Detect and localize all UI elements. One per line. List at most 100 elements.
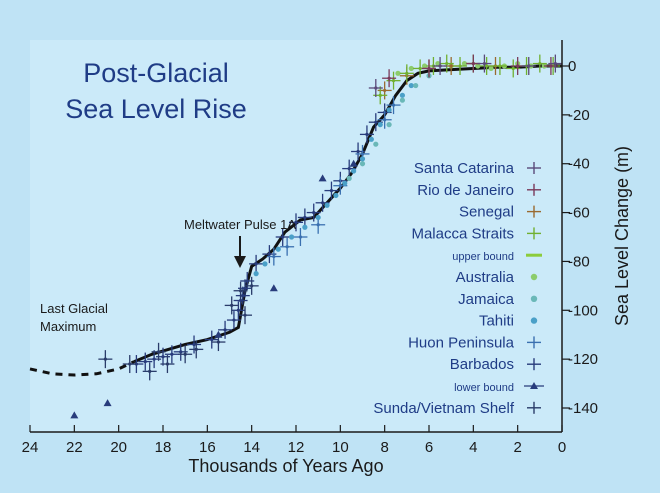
x-tick-label-22: 22 (66, 439, 83, 456)
point-tahiti-10 (359, 156, 366, 162)
point-tahiti-7 (333, 192, 339, 199)
point-barbados-15 (249, 254, 264, 273)
legend-label-rio-de-janeiro: Rio de Janeiro (417, 182, 514, 199)
point-malacca-straits-6 (453, 57, 468, 75)
legend-label-jamaica: Jamaica (458, 291, 515, 308)
legend-marker-santa-catarina (527, 162, 541, 174)
y-tick-label-0: 0 (568, 58, 576, 75)
x-tick-label-4: 4 (469, 439, 477, 456)
annotation-lgm-line-1: Last Glacial (40, 301, 108, 316)
point-malacca-straits-9 (492, 57, 507, 75)
point-barbados-19 (297, 208, 312, 227)
point-tahiti-12 (377, 122, 383, 128)
legend-marker-huon-peninsula (527, 336, 541, 349)
point-tahiti-1 (262, 261, 268, 267)
x-tick-label-0: 0 (558, 439, 566, 456)
point-jamaica-1 (359, 161, 366, 167)
point-tahiti-3 (288, 234, 295, 240)
x-tick-label-12: 12 (288, 439, 305, 456)
point-lower-bound-1 (103, 399, 112, 407)
plot-background (30, 40, 562, 432)
point-australia-0 (395, 70, 401, 76)
point-santa-catarina-1 (433, 57, 448, 75)
point-santa-catarina-0 (368, 78, 383, 97)
point-lower-bound-2 (269, 284, 278, 292)
point-sunda-vietnam-shelf-0 (98, 350, 113, 369)
x-tick-label-24: 24 (22, 439, 39, 456)
point-barbados-20 (306, 203, 321, 222)
point-lower-bound-0 (70, 411, 79, 419)
chart-title: Post-Glacial Sea Level Rise (65, 58, 247, 124)
legend-marker-sunda-vietnam-shelf (527, 401, 541, 414)
point-tahiti-13 (386, 107, 392, 113)
legend-label-tahiti: Tahiti (479, 313, 514, 330)
legend-marker-rio-de-janeiro (527, 183, 541, 196)
legend-label-santa-catarina: Santa Catarina (414, 160, 515, 177)
point-lower-bound-3 (214, 330, 223, 338)
point-santa-catarina-3 (521, 57, 536, 75)
legend-marker-barbados (527, 358, 541, 371)
point-santa-catarina-4 (548, 54, 563, 73)
point-barbados-4 (164, 345, 179, 364)
point-tahiti-14 (399, 92, 405, 98)
point-barbados-10 (231, 301, 246, 320)
point-jamaica-5 (413, 82, 419, 89)
point-australia-2 (421, 63, 428, 69)
point-malacca-straits-5 (439, 54, 454, 73)
legend-marker-malacca-straits (527, 227, 541, 240)
legend-label-senegal: Senegal (459, 204, 514, 221)
point-sunda-vietnam-shelf-4 (160, 355, 175, 374)
point-tahiti-11 (368, 136, 374, 142)
y-tick-label-100: -100 (568, 302, 598, 319)
point-rio-de-janeiro-1 (422, 59, 436, 78)
point-barbados-9 (226, 311, 241, 330)
point-sunda-vietnam-shelf-8 (224, 296, 239, 315)
point-huon-peninsula-0 (266, 247, 281, 266)
point-barbados-16 (262, 245, 277, 264)
point-tahiti-5 (315, 214, 321, 221)
point-tahiti-15 (408, 82, 414, 89)
data-marks (70, 54, 563, 419)
point-huon-peninsula-1 (280, 237, 295, 256)
point-barbados-26 (359, 125, 374, 144)
annotations: Meltwater Pulse 1A Last Glacial Maximum (40, 217, 296, 334)
point-lower-bound-5 (349, 159, 358, 167)
x-tick-label-18: 18 (155, 439, 172, 456)
point-malacca-straits-12 (532, 54, 547, 73)
point-barbados-1 (138, 352, 153, 371)
point-australia-5 (461, 60, 468, 67)
x-axis-label: Thousands of Years Ago (188, 456, 383, 476)
point-malacca-straits-8 (479, 57, 494, 75)
legend-marker-jamaica (530, 295, 538, 302)
point-sunda-vietnam-shelf-2 (142, 362, 157, 381)
x-tick-label-8: 8 (380, 439, 388, 456)
y-tick-label-40: -40 (568, 156, 590, 173)
trend-line-dashed (29, 360, 135, 377)
legend-label-malacca-straits: Malacca Straits (411, 225, 514, 242)
legend: Santa Catarina Rio de Janeiro Senegal Malac… (373, 160, 544, 417)
point-tahiti-9 (351, 168, 357, 174)
legend-label-barbados: Barbados (450, 356, 514, 373)
legend-label-sunda-vietnam-shelf: Sunda/Vietnam Shelf (373, 400, 514, 417)
point-sunda-vietnam-shelf-6 (189, 340, 204, 359)
point-huon-peninsula-6 (377, 110, 392, 129)
legend-marker-senegal (527, 205, 541, 218)
point-sunda-vietnam-shelf-9 (233, 281, 248, 300)
y-tick-label-60: -60 (568, 205, 590, 222)
point-jamaica-2 (373, 141, 379, 147)
point-huon-peninsula-7 (386, 96, 401, 115)
point-australia-1 (408, 65, 414, 72)
point-tahiti-6 (324, 202, 330, 208)
point-tahiti-8 (342, 180, 348, 186)
y-tick-label-80: -80 (568, 253, 590, 270)
legend-marker-tahiti (530, 317, 538, 324)
x-tick-label-2: 2 (513, 439, 521, 456)
x-tick-label-16: 16 (199, 439, 216, 456)
legend-label-upper-bound: upper bound (452, 251, 514, 263)
x-ticks: 24 22 20 18 16 14 12 10 8 6 4 2 0 (22, 425, 566, 456)
point-sunda-vietnam-shelf-5 (178, 345, 193, 364)
x-tick-label-14: 14 (243, 439, 260, 456)
point-barbados-7 (204, 330, 219, 349)
point-sunda-vietnam-shelf-11 (244, 276, 259, 295)
